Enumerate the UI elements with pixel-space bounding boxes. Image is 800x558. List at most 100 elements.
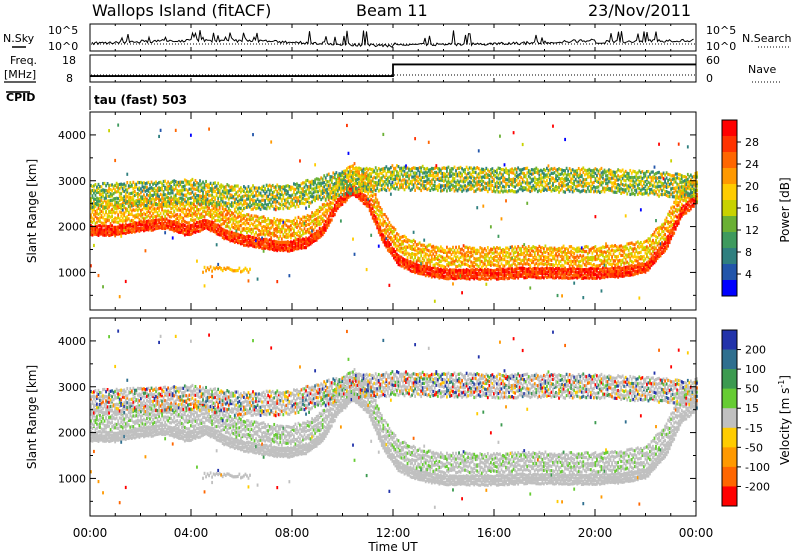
power-cell <box>354 253 356 256</box>
power-cell <box>478 249 480 252</box>
power-cell <box>487 246 489 249</box>
power-cell <box>205 180 207 183</box>
power-cell <box>414 137 416 140</box>
power-cell <box>454 166 456 169</box>
nsearch-top-tick: 10^5 <box>706 24 736 37</box>
power-cell <box>346 124 348 127</box>
power-cell <box>454 177 456 180</box>
power-cell <box>93 244 95 247</box>
power-cell <box>160 212 162 215</box>
power-cell <box>264 187 266 190</box>
nsearch-label: N.Search <box>742 32 792 45</box>
power-cell <box>348 152 350 155</box>
power-cell <box>398 233 400 236</box>
power-cell <box>378 201 380 204</box>
power-cell <box>111 215 113 218</box>
power-cell <box>325 176 327 179</box>
nsearch-bottom-tick: 10^0 <box>706 40 736 53</box>
power-cell <box>331 179 333 182</box>
power-cell <box>331 218 333 221</box>
power-cell <box>252 133 254 136</box>
power-cell <box>158 135 160 138</box>
power-cell <box>523 243 525 246</box>
power-cell <box>419 257 421 260</box>
power-cell <box>370 234 372 237</box>
power-cell <box>414 189 416 192</box>
power-cell <box>248 279 250 282</box>
power-cell <box>493 178 495 181</box>
power-cell <box>395 228 397 231</box>
power-cell <box>472 254 474 257</box>
power-cell <box>102 211 104 214</box>
power-cell <box>428 141 430 144</box>
power-cell <box>407 171 409 174</box>
power-cell <box>381 208 383 211</box>
power-cell <box>126 208 128 211</box>
power-cell <box>455 246 457 249</box>
power-cell <box>391 181 393 184</box>
power-cell <box>192 215 194 218</box>
cpid-label: CPID <box>6 91 35 104</box>
power-cell <box>390 243 392 246</box>
power-cell <box>131 184 133 187</box>
power-cell <box>452 246 454 249</box>
power-cell <box>298 205 300 208</box>
power-cell <box>273 217 275 220</box>
power-cell <box>192 178 194 181</box>
power-cell <box>334 213 336 216</box>
power-cell <box>485 283 487 286</box>
power-cell <box>217 263 219 266</box>
power-cell <box>248 271 250 274</box>
power-cell <box>505 199 507 202</box>
power-cell <box>463 249 465 252</box>
power-cell <box>548 164 550 167</box>
power-cell <box>413 231 415 234</box>
freq-tick-low: 8 <box>66 72 73 85</box>
cpid-panel: CPID tau (fast) 503 <box>6 86 187 110</box>
power-cell <box>498 235 500 238</box>
power-cell <box>529 286 531 289</box>
power-cell <box>216 243 218 246</box>
power-cell <box>434 300 436 303</box>
power-cell <box>93 218 95 221</box>
power-cell <box>95 194 97 197</box>
power-cell <box>102 285 104 288</box>
power-cell <box>266 207 268 210</box>
power-cell <box>452 282 454 285</box>
power-cell <box>116 210 118 213</box>
power-cell <box>446 189 448 192</box>
frequency-trace <box>90 64 696 76</box>
power-cell <box>299 159 301 162</box>
power-cell <box>340 219 342 222</box>
power-cell <box>322 178 324 181</box>
power-cell <box>304 227 306 230</box>
power-cell <box>204 266 206 269</box>
power-cell <box>175 129 177 132</box>
power-cell <box>388 180 390 183</box>
power-cell <box>234 188 236 191</box>
power-cell <box>163 190 165 193</box>
power-cell <box>325 214 327 217</box>
power-cell <box>295 205 297 208</box>
power-cell <box>501 217 503 220</box>
power-cell <box>172 236 174 239</box>
station-title: Wallops Island (fitACF) <box>92 1 271 20</box>
power-cell <box>398 172 400 175</box>
power-cell <box>526 178 528 181</box>
power-cell <box>160 129 162 132</box>
power-cell <box>210 265 212 268</box>
power-cell <box>476 206 478 209</box>
power-cell <box>546 179 548 182</box>
nave-tick-low: 0 <box>706 72 713 85</box>
power-data <box>90 124 698 303</box>
power-cell <box>561 294 563 297</box>
power-cell <box>295 217 297 220</box>
power-cell <box>270 140 272 143</box>
date-title: 23/Nov/2011 <box>588 1 691 20</box>
power-cell <box>420 189 422 192</box>
power-cell <box>237 184 239 187</box>
power-cell <box>513 131 515 134</box>
power-cell <box>557 294 559 297</box>
nsky-panel: N.Sky 10^5 10^0 10^5 10^0 N.Search <box>3 24 792 53</box>
power-cell <box>535 256 537 259</box>
